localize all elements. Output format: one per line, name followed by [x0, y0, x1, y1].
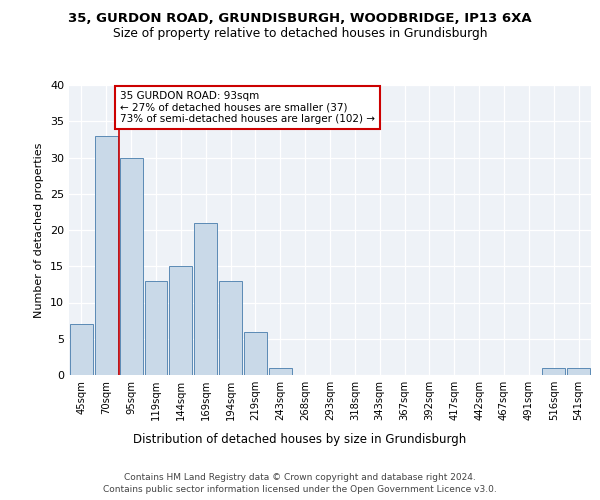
Bar — [194, 223, 217, 375]
Bar — [120, 158, 143, 375]
Text: 35 GURDON ROAD: 93sqm
← 27% of detached houses are smaller (37)
73% of semi-deta: 35 GURDON ROAD: 93sqm ← 27% of detached … — [120, 91, 375, 124]
Bar — [542, 368, 565, 375]
Text: 35, GURDON ROAD, GRUNDISBURGH, WOODBRIDGE, IP13 6XA: 35, GURDON ROAD, GRUNDISBURGH, WOODBRIDG… — [68, 12, 532, 26]
Bar — [269, 368, 292, 375]
Bar — [567, 368, 590, 375]
Bar — [95, 136, 118, 375]
Bar — [219, 281, 242, 375]
Text: Contains public sector information licensed under the Open Government Licence v3: Contains public sector information licen… — [103, 485, 497, 494]
Y-axis label: Number of detached properties: Number of detached properties — [34, 142, 44, 318]
Bar — [244, 332, 267, 375]
Text: Contains HM Land Registry data © Crown copyright and database right 2024.: Contains HM Land Registry data © Crown c… — [124, 472, 476, 482]
Bar — [145, 281, 167, 375]
Text: Size of property relative to detached houses in Grundisburgh: Size of property relative to detached ho… — [113, 28, 487, 40]
Bar — [70, 324, 93, 375]
Bar — [169, 266, 192, 375]
Text: Distribution of detached houses by size in Grundisburgh: Distribution of detached houses by size … — [133, 432, 467, 446]
